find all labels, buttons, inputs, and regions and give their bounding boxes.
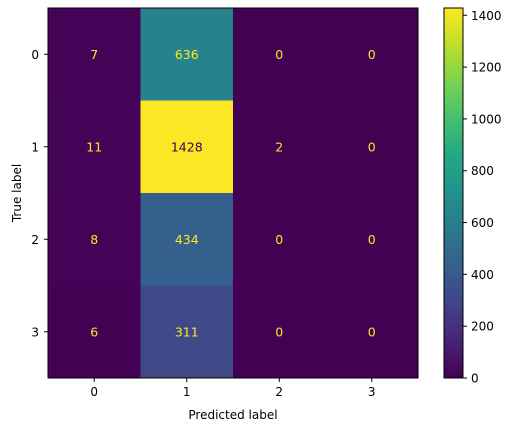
heatmap-cell [325, 285, 419, 379]
colorbar [443, 7, 464, 379]
heatmap-cell [233, 8, 326, 101]
colorbar-tick-label: 1200 [471, 61, 502, 75]
x-tick-labels: 0 1 2 3 [90, 378, 376, 399]
y-tick-label: 1 [31, 140, 39, 154]
colorbar-tick-label: 0 [471, 372, 479, 386]
cell-value-label: 434 [175, 232, 199, 247]
heatmap-cell [325, 8, 419, 101]
cell-value-label: 6 [90, 324, 98, 339]
y-tick-label: 3 [31, 325, 39, 339]
x-tick-label: 1 [183, 385, 191, 399]
cell-value-label: 0 [368, 324, 376, 339]
x-tick-label: 3 [368, 385, 376, 399]
y-axis-label: True label [10, 164, 24, 223]
y-tick-label: 0 [31, 48, 39, 62]
heatmap-cell [233, 100, 326, 194]
cell-value-label: 7 [90, 47, 98, 62]
heatmap-cell [48, 193, 141, 286]
cell-value-label: 1428 [171, 139, 203, 154]
x-tick-label: 2 [275, 385, 283, 399]
x-tick-label: 0 [90, 385, 98, 399]
colorbar-frame [443, 7, 464, 379]
colorbar-tick-label: 600 [471, 216, 494, 230]
y-tick-labels: 0 1 2 3 [31, 48, 48, 339]
plot-frame [47, 7, 419, 379]
cell-value-label: 311 [175, 324, 199, 339]
cell-value-label: 2 [275, 139, 283, 154]
cell-value-label: 0 [368, 232, 376, 247]
cell-value-label: 11 [86, 139, 102, 154]
cell-value-label: 8 [90, 232, 98, 247]
colorbar-tick-label: 200 [471, 320, 494, 334]
cell-value-label: 0 [275, 47, 283, 62]
colorbar-tick-label: 1000 [471, 112, 502, 126]
heatmap-cell [48, 8, 141, 101]
cell-value-label: 0 [275, 324, 283, 339]
cell-value-label: 636 [175, 47, 199, 62]
heatmap-cell [48, 100, 141, 194]
colorbar-gradient [444, 8, 463, 378]
heatmap-cells [48, 8, 419, 379]
heatmap-cell [233, 285, 326, 379]
cell-value-labels: 7 636 0 0 11 1428 2 0 8 434 0 0 6 311 0 0 [86, 47, 375, 340]
heatmap-cell [325, 193, 419, 286]
heatmap-cell [140, 285, 234, 379]
heatmap-cell [140, 8, 234, 101]
x-axis-label: Predicted label [188, 408, 277, 422]
y-tick-label: 2 [31, 233, 39, 247]
heatmap-cell [140, 193, 234, 286]
colorbar-tick-label: 800 [471, 164, 494, 178]
heatmap-cell [140, 100, 234, 194]
colorbar-tick-label: 400 [471, 268, 494, 282]
heatmap-axes [47, 7, 419, 379]
heatmap-cell [325, 100, 419, 194]
colorbar-tick-labels: 0 200 400 600 800 1000 1200 1400 [463, 9, 502, 386]
colorbar-tick-label: 1400 [471, 9, 502, 23]
heatmap-cell [48, 285, 141, 379]
cell-value-label: 0 [368, 47, 376, 62]
cell-value-label: 0 [368, 139, 376, 154]
heatmap-cell [233, 193, 326, 286]
cell-value-label: 0 [275, 232, 283, 247]
